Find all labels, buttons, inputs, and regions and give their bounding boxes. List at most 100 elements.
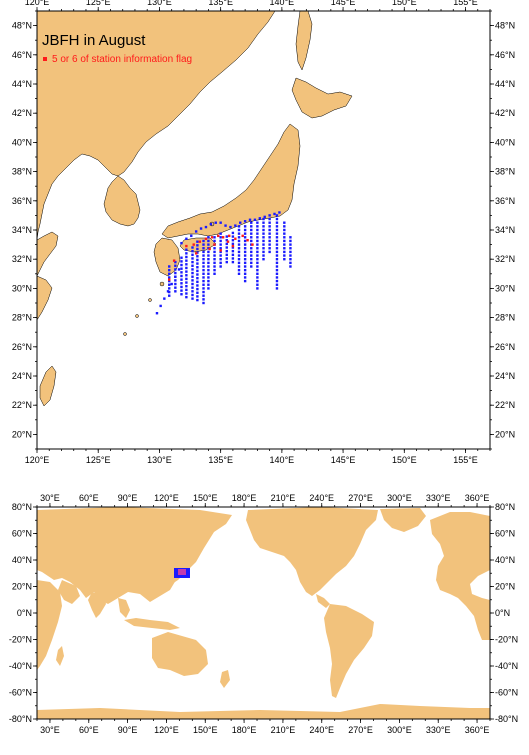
kyushu xyxy=(153,237,181,277)
station-point xyxy=(250,232,253,235)
station-point xyxy=(196,240,199,243)
sakhalin xyxy=(295,11,313,71)
station-point xyxy=(174,286,177,289)
global-lat-label-left: 20°N xyxy=(12,582,32,592)
station-point xyxy=(243,243,247,246)
australia xyxy=(152,632,208,676)
station-point xyxy=(168,279,171,283)
station-point xyxy=(180,263,183,267)
station-point xyxy=(275,232,279,235)
station-point xyxy=(262,221,265,224)
station-point xyxy=(237,243,241,246)
regional-lat-label-left: 32°N xyxy=(12,254,32,264)
station-point xyxy=(191,257,194,260)
station-point xyxy=(289,258,292,261)
station-point xyxy=(253,218,257,221)
station-point xyxy=(243,254,247,257)
station-point xyxy=(275,287,279,290)
station-point xyxy=(237,232,241,235)
station-point xyxy=(202,258,205,261)
station-point xyxy=(243,265,247,268)
regional-lat-label-left: 36°N xyxy=(12,196,32,206)
global-lon-label-bottom: 240°E xyxy=(309,725,334,735)
global-lat-label-left: 40°N xyxy=(12,555,32,565)
station-point xyxy=(213,254,216,257)
station-point xyxy=(180,260,183,263)
regional-lon-label-top: 140°E xyxy=(270,0,295,7)
flagged-station-point xyxy=(204,237,208,240)
station-point xyxy=(243,232,247,235)
regional-lat-label-left: 26°N xyxy=(12,342,32,352)
station-point xyxy=(268,239,271,243)
china-coast xyxy=(37,231,59,277)
station-point xyxy=(248,218,252,221)
station-point xyxy=(185,255,188,259)
global-lon-label-bottom: 210°E xyxy=(271,725,296,735)
station-point xyxy=(283,254,286,257)
station-point xyxy=(283,225,286,228)
station-point xyxy=(289,239,292,243)
global-lat-label-left: -20°N xyxy=(9,635,32,645)
flagged-station-point xyxy=(213,243,216,246)
station-point xyxy=(170,282,173,286)
regional-lat-label-right: 40°N xyxy=(495,137,515,147)
station-point xyxy=(219,236,222,239)
global-lon-label-bottom: 60°E xyxy=(79,725,99,735)
station-point xyxy=(289,236,292,239)
station-point xyxy=(213,268,216,272)
station-point xyxy=(250,221,253,224)
regional-lat-label-left: 40°N xyxy=(12,137,32,147)
global-lon-label-top: 360°E xyxy=(465,493,490,503)
global-lon-label-bottom: 330°E xyxy=(426,725,451,735)
regional-lat-label-left: 46°N xyxy=(12,50,32,60)
regional-lat-label-left: 20°N xyxy=(12,429,32,439)
station-point xyxy=(185,295,188,299)
global-lat-label-right: 60°N xyxy=(495,529,515,539)
station-point xyxy=(185,237,188,240)
station-point xyxy=(256,243,259,246)
station-point xyxy=(256,272,259,275)
south-america xyxy=(324,604,374,698)
station-point xyxy=(225,246,228,249)
station-point xyxy=(256,236,259,239)
station-point xyxy=(273,212,276,216)
regional-lon-label-top: 150°E xyxy=(392,0,417,7)
station-point xyxy=(213,247,216,250)
station-point xyxy=(275,221,279,224)
station-point xyxy=(166,290,170,293)
station-point xyxy=(283,243,286,246)
station-point xyxy=(219,254,222,257)
station-point xyxy=(243,228,247,232)
station-point xyxy=(191,282,194,286)
eurasia xyxy=(37,507,232,604)
regional-lat-label-right: 32°N xyxy=(495,254,515,264)
station-point xyxy=(237,268,241,272)
station-point xyxy=(283,239,286,243)
station-point xyxy=(225,239,228,242)
global-lon-label-top: 180°E xyxy=(232,493,257,503)
station-point xyxy=(250,258,253,261)
global-lat-label-right: -80°N xyxy=(495,714,518,724)
station-point xyxy=(202,290,205,294)
global-lat-label-right: -40°N xyxy=(495,661,518,671)
station-point xyxy=(207,261,210,265)
station-point xyxy=(262,247,265,250)
flagged-station-point xyxy=(231,244,235,248)
station-point xyxy=(231,249,235,253)
station-point xyxy=(289,261,292,265)
station-point xyxy=(180,285,183,289)
station-point xyxy=(262,258,265,261)
station-point xyxy=(174,275,177,278)
station-point xyxy=(213,272,216,275)
station-point xyxy=(225,257,228,260)
global-lon-label-bottom: 30°E xyxy=(40,725,60,735)
station-point xyxy=(283,228,286,232)
regional-lat-label-right: 46°N xyxy=(495,50,515,60)
station-point xyxy=(237,247,241,250)
station-point xyxy=(256,232,259,235)
station-point xyxy=(256,287,259,290)
regional-lat-label-right: 42°N xyxy=(495,108,515,118)
station-point xyxy=(256,268,259,272)
station-point xyxy=(219,221,222,224)
